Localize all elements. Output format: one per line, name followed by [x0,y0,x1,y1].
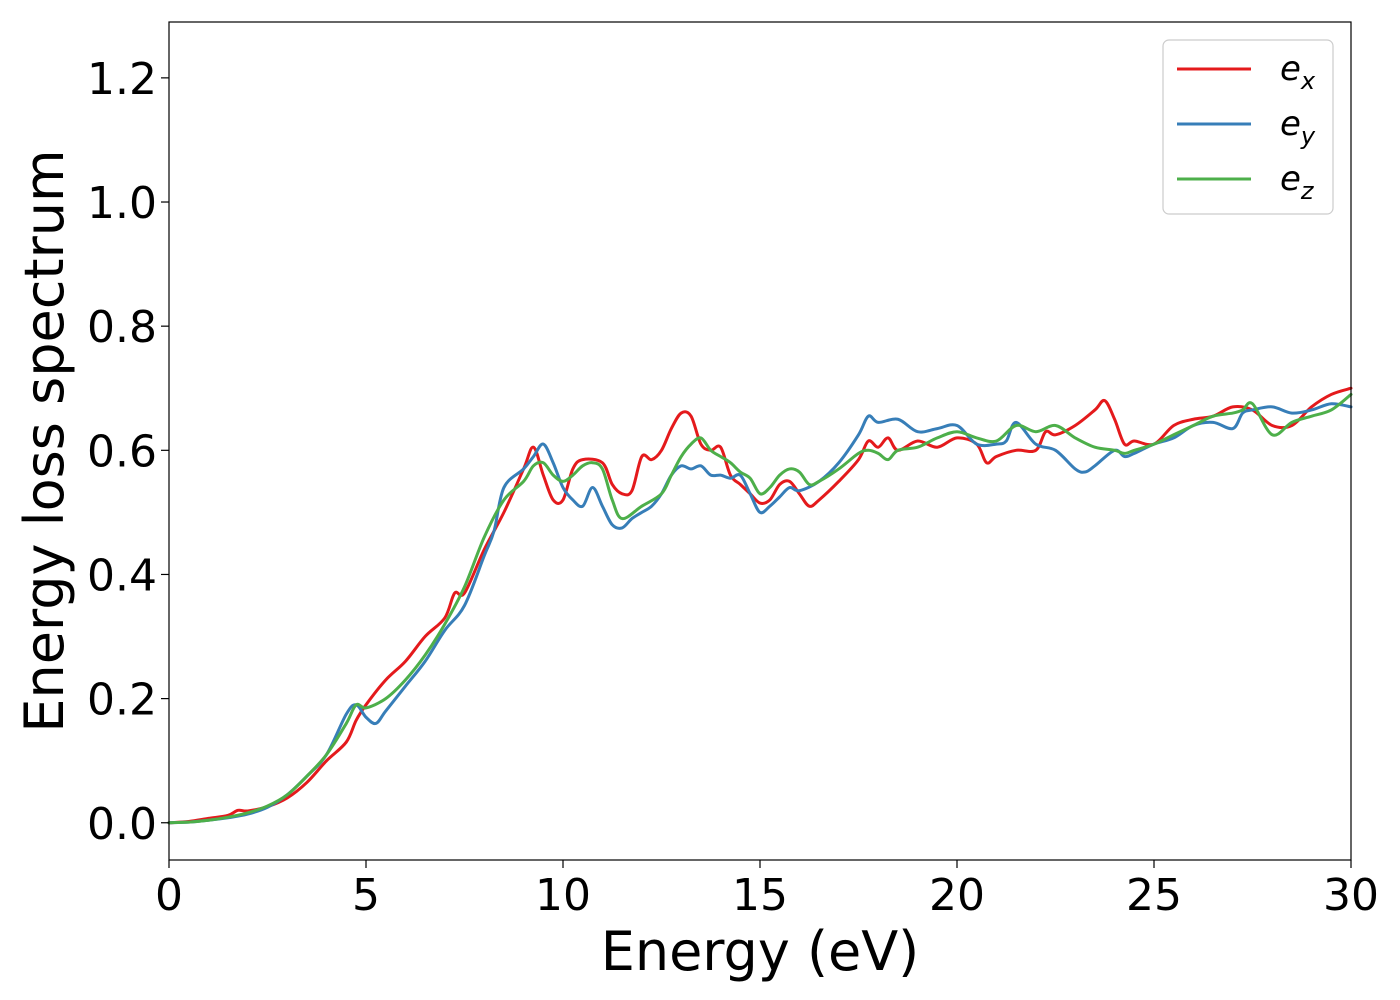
y-tick-label: 0.2 [87,675,157,726]
legend-box [1162,39,1334,215]
x-tick-label: 10 [535,870,591,921]
y-tick-label: 0.6 [87,426,157,477]
series-layer [167,386,1353,825]
x-tick-label: 5 [352,870,380,921]
legend-label-y: ey [1280,104,1316,150]
x-tick-label: 25 [1126,870,1182,921]
legend-label-z: ez [1280,159,1315,205]
y-tick-label: 1.2 [87,54,157,105]
y-axis-label: Energy loss spectrum [13,149,76,732]
x-tick-label: 0 [155,870,183,921]
x-tick-label: 30 [1323,870,1379,921]
y-tick-label: 0.4 [87,550,157,601]
y-tick-label: 0.0 [87,799,157,850]
legend-items: ex ey ez [1177,49,1316,205]
x-tick-label: 15 [732,870,788,921]
series-line-z [167,392,1353,825]
x-ticks: 0 5 10 15 20 25 30 [155,860,1379,921]
legend-label-x: ex [1280,49,1316,95]
y-tick-label: 1.0 [87,178,157,229]
x-tick-label: 20 [929,870,985,921]
y-tick-label: 0.8 [87,302,157,353]
series-line-x [167,386,1353,825]
x-axis-label: Energy (eV) [601,920,920,983]
legend: ex ey ez [1162,39,1334,215]
y-ticks: 0.0 0.2 0.4 0.6 0.8 1.0 1.2 [87,54,169,850]
